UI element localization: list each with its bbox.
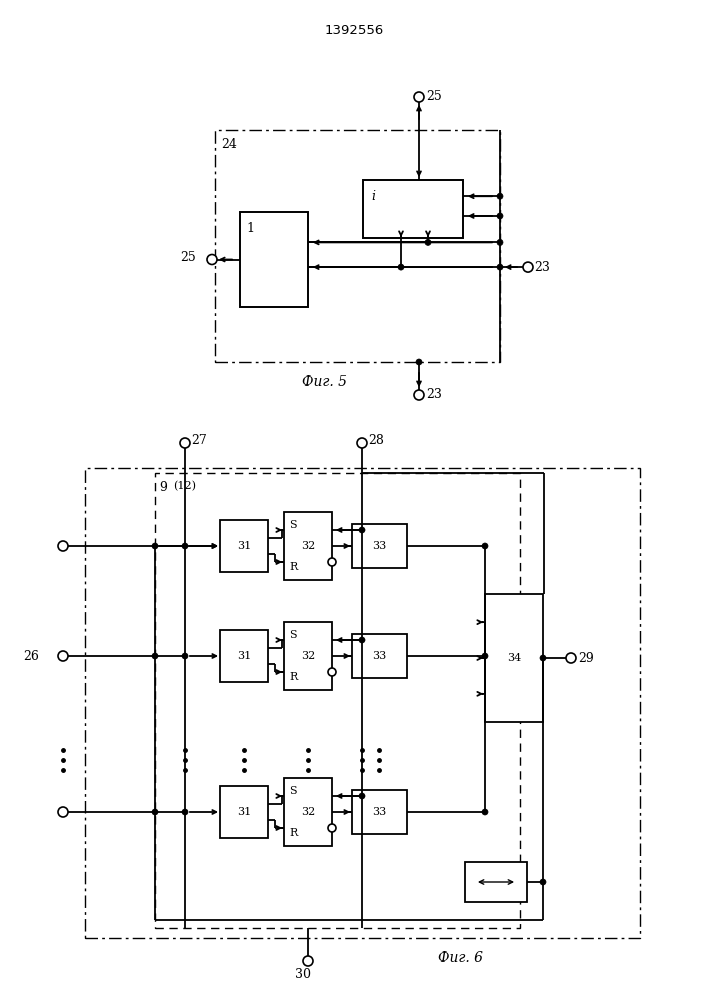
Text: Фиг. 6: Фиг. 6	[438, 951, 482, 965]
Circle shape	[328, 824, 336, 832]
Bar	[284, 778, 332, 846]
Bar	[85, 468, 640, 938]
Circle shape	[425, 239, 431, 245]
Text: S: S	[289, 786, 297, 796]
Circle shape	[482, 653, 488, 659]
Circle shape	[359, 527, 365, 533]
Circle shape	[182, 809, 188, 815]
Circle shape	[540, 655, 546, 661]
Text: 31: 31	[237, 807, 251, 817]
Bar	[363, 180, 463, 238]
Text: 33: 33	[372, 807, 386, 817]
Circle shape	[152, 653, 158, 659]
Circle shape	[398, 264, 404, 270]
Circle shape	[58, 651, 68, 661]
Circle shape	[523, 262, 533, 272]
Circle shape	[182, 653, 188, 659]
Text: 9: 9	[159, 481, 167, 494]
Text: 27: 27	[191, 434, 206, 446]
Text: 32: 32	[301, 807, 315, 817]
Circle shape	[180, 438, 190, 448]
Circle shape	[58, 541, 68, 551]
Text: 29: 29	[578, 652, 594, 664]
Circle shape	[482, 543, 488, 549]
Circle shape	[416, 359, 422, 365]
Bar	[215, 130, 500, 362]
Circle shape	[497, 193, 503, 199]
Text: 25: 25	[426, 91, 442, 104]
Circle shape	[58, 807, 68, 817]
Bar	[155, 473, 520, 928]
Circle shape	[497, 213, 503, 219]
Circle shape	[303, 956, 313, 966]
Circle shape	[497, 239, 503, 245]
Circle shape	[359, 637, 365, 643]
Circle shape	[414, 92, 424, 102]
Text: 26: 26	[23, 650, 39, 662]
Circle shape	[482, 809, 488, 815]
Bar	[220, 630, 268, 682]
Text: 24: 24	[221, 138, 237, 151]
Bar	[352, 790, 407, 834]
Bar	[220, 786, 268, 838]
Text: 32: 32	[301, 651, 315, 661]
Text: R: R	[289, 672, 297, 682]
Text: 31: 31	[237, 541, 251, 551]
Circle shape	[540, 879, 546, 885]
Bar	[284, 622, 332, 690]
Bar	[284, 512, 332, 580]
Circle shape	[152, 543, 158, 549]
Text: i: i	[371, 190, 375, 203]
Bar	[352, 524, 407, 568]
Text: S: S	[289, 520, 297, 530]
Text: 28: 28	[368, 434, 384, 446]
Circle shape	[328, 558, 336, 566]
Circle shape	[566, 653, 576, 663]
Text: 23: 23	[534, 261, 550, 274]
Circle shape	[207, 254, 217, 264]
Text: (12): (12)	[173, 481, 196, 491]
Bar	[485, 594, 543, 722]
Text: 34: 34	[507, 653, 521, 663]
Bar	[220, 520, 268, 572]
Circle shape	[328, 668, 336, 676]
Text: R: R	[289, 562, 297, 572]
Bar	[240, 212, 308, 307]
Text: 30: 30	[295, 968, 311, 980]
Text: 23: 23	[426, 388, 442, 401]
Text: S: S	[289, 630, 297, 640]
Circle shape	[414, 390, 424, 400]
Text: 1392556: 1392556	[325, 23, 384, 36]
Circle shape	[152, 809, 158, 815]
Text: 33: 33	[372, 651, 386, 661]
Bar	[352, 634, 407, 678]
Circle shape	[182, 543, 188, 549]
Circle shape	[497, 264, 503, 270]
Circle shape	[357, 438, 367, 448]
Circle shape	[359, 793, 365, 799]
Text: 25: 25	[180, 251, 196, 264]
Text: 33: 33	[372, 541, 386, 551]
Text: 31: 31	[237, 651, 251, 661]
Text: R: R	[289, 828, 297, 838]
Bar	[465, 862, 527, 902]
Text: 1: 1	[246, 222, 254, 235]
Text: Фиг. 5: Фиг. 5	[303, 375, 348, 389]
Text: 32: 32	[301, 541, 315, 551]
